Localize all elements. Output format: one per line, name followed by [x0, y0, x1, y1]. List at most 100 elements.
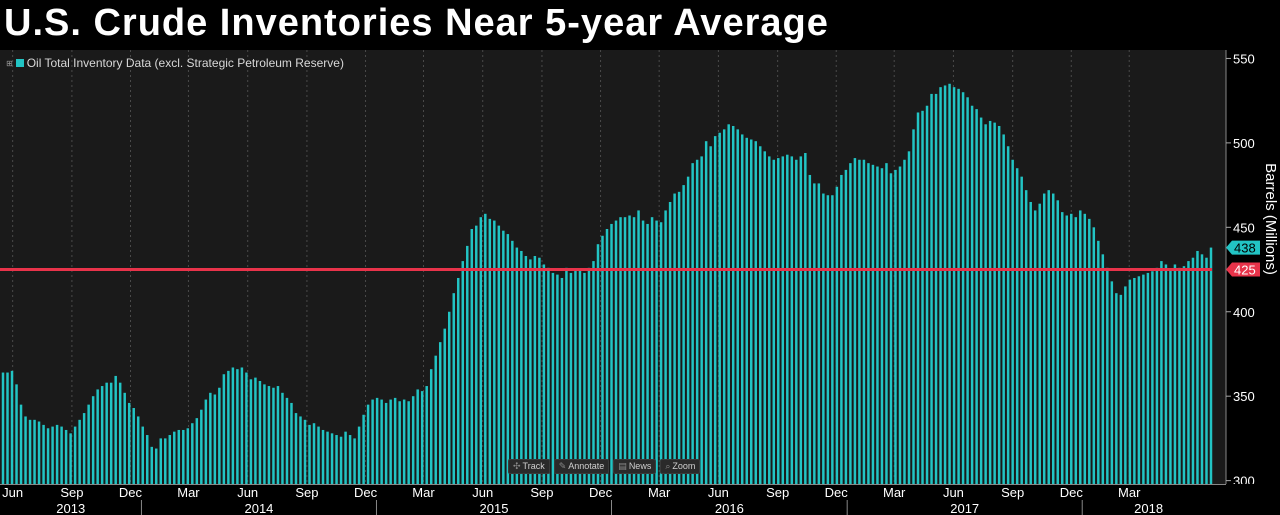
- bar: [6, 372, 9, 484]
- x-tick-label: Sep: [1001, 485, 1024, 500]
- bar: [290, 402, 293, 484]
- bar: [434, 355, 437, 484]
- bar: [479, 217, 483, 484]
- bar: [745, 137, 748, 484]
- bar: [168, 435, 172, 484]
- x-tick-label: Sep: [766, 485, 789, 500]
- track-button[interactable]: ✣ Track: [508, 459, 550, 474]
- bar: [704, 141, 708, 484]
- x-year-label: 2013: [56, 501, 85, 515]
- x-tick-label: Dec: [825, 485, 849, 500]
- bar: [691, 163, 694, 484]
- legend[interactable]: ⊞ Oil Total Inventory Data (excl. Strate…: [6, 56, 344, 70]
- bar: [583, 272, 586, 484]
- bar: [1002, 134, 1005, 484]
- zoom-button[interactable]: ⌕ Zoom: [660, 459, 701, 474]
- bar: [556, 274, 559, 484]
- annotate-button[interactable]: ✎ Annotate: [553, 459, 610, 474]
- bar: [51, 426, 54, 484]
- bar: [1024, 190, 1028, 484]
- bar: [867, 163, 870, 484]
- bar: [100, 386, 104, 484]
- bar: [218, 387, 221, 484]
- x-axis: Jun Sep Dec Mar Jun Sep Dec Mar Jun Sep Dec Mar Jun S…: [0, 484, 1280, 515]
- bar: [916, 112, 920, 485]
- bar: [132, 408, 135, 484]
- bar: [641, 220, 645, 484]
- bar: [123, 392, 126, 484]
- bar: [263, 384, 266, 484]
- bar: [740, 134, 744, 484]
- bar: [1115, 293, 1118, 484]
- bar: [1178, 267, 1181, 484]
- bar: [1056, 200, 1059, 485]
- bar: [695, 159, 699, 484]
- bar: [903, 159, 906, 484]
- bar: [1151, 271, 1154, 484]
- bar: [366, 404, 370, 484]
- bar: [308, 424, 311, 484]
- bar: [957, 88, 960, 484]
- bar: [569, 272, 573, 484]
- legend-swatch: [15, 59, 24, 67]
- legend-toggle-icon[interactable]: ⊞: [6, 58, 13, 68]
- bar: [267, 386, 271, 484]
- x-tick-label: Sep: [530, 485, 553, 500]
- bar: [146, 435, 149, 484]
- bar: [231, 367, 235, 484]
- bar: [1209, 247, 1213, 484]
- y-tick-label: 400: [1233, 305, 1255, 320]
- bar: [533, 256, 537, 484]
- bar: [64, 429, 68, 484]
- bar: [60, 426, 63, 484]
- bar: [227, 370, 230, 484]
- bar: [524, 256, 528, 484]
- x-year-label: 2017: [950, 501, 979, 515]
- bar: [587, 267, 591, 484]
- bar: [1061, 212, 1064, 484]
- bar: [118, 382, 122, 484]
- x-tick-label: Jun: [472, 485, 493, 500]
- x-tick-label: Mar: [648, 485, 671, 500]
- bar: [438, 342, 442, 484]
- bar: [15, 384, 18, 484]
- bar: [808, 174, 812, 484]
- bar: [213, 394, 217, 484]
- bar: [997, 125, 1001, 485]
- bar: [1169, 269, 1172, 484]
- x-tick-label: Jun: [2, 485, 23, 500]
- bar: [258, 380, 262, 484]
- bar: [109, 382, 113, 484]
- bar: [384, 402, 388, 484]
- bar: [619, 217, 622, 484]
- bar: [592, 261, 595, 484]
- bar: [353, 438, 356, 484]
- bar: [1065, 215, 1068, 485]
- bar: [240, 367, 244, 484]
- bar: [1097, 240, 1100, 484]
- bar: [822, 193, 825, 485]
- bar: [686, 176, 690, 484]
- news-button[interactable]: ▤ News: [613, 459, 657, 474]
- bar: [939, 87, 942, 485]
- bar: [317, 426, 320, 484]
- bar: [96, 389, 99, 484]
- x-year-label: 2015: [480, 501, 509, 515]
- x-year-label: 2016: [715, 501, 744, 515]
- y-tick-label: 450: [1233, 220, 1255, 235]
- bar: [24, 416, 27, 484]
- bar: [28, 419, 32, 484]
- x-year-label: 2018: [1134, 501, 1163, 515]
- last-value-tag: 438: [1226, 240, 1260, 256]
- bar: [623, 217, 627, 484]
- bar: [659, 222, 663, 484]
- bar: [173, 431, 176, 484]
- track-label: Track: [522, 461, 545, 471]
- bar: [236, 369, 239, 484]
- x-tick-label: Mar: [883, 485, 906, 500]
- bar: [894, 169, 897, 484]
- bar: [55, 424, 59, 484]
- bar: [1042, 193, 1046, 485]
- bar: [574, 269, 577, 484]
- bar: [497, 225, 501, 484]
